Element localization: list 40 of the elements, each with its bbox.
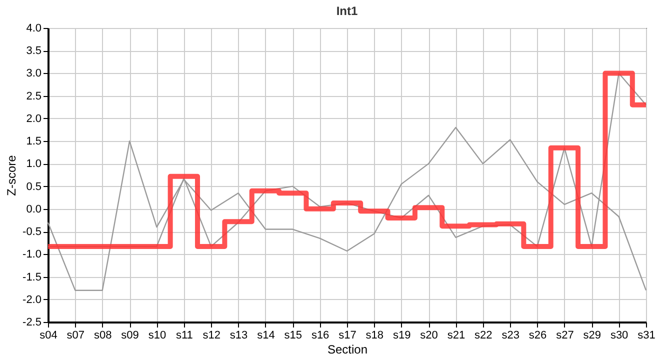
y-tick-label: -1.0 (22, 248, 42, 261)
x-tick-label: s20 (420, 330, 438, 342)
x-tick-label: s22 (474, 330, 492, 342)
y-tick-label: -1.5 (22, 271, 42, 284)
x-tick-label: s12 (202, 330, 220, 342)
x-tick-label: s11 (176, 330, 193, 342)
x-tick-label: s29 (583, 330, 602, 342)
y-tick-label: 1.5 (26, 136, 42, 148)
x-tick-label: s04 (40, 330, 58, 342)
x-axis-title: Section (327, 342, 368, 356)
y-tick-label: 0.5 (26, 180, 42, 193)
y-tick-label: 3.5 (26, 45, 42, 58)
x-tick-label: s09 (121, 330, 139, 342)
y-tick-label: 1.0 (26, 158, 42, 170)
chart-title: Int1 (336, 4, 358, 18)
x-tick-label: s13 (230, 330, 248, 342)
y-axis-title: Z-score (4, 154, 19, 196)
y-tick-label: -2.0 (22, 294, 42, 306)
y-tick-label: 4.0 (26, 22, 42, 34)
x-tick-label: s21 (447, 330, 466, 342)
x-tick-label: s08 (94, 330, 112, 342)
x-tick-label: s15 (284, 330, 302, 342)
x-tick-label: s14 (257, 330, 275, 342)
x-tick-label: s27 (556, 330, 574, 342)
x-tick-label: s31 (638, 330, 656, 342)
x-tick-label: s10 (148, 330, 166, 342)
x-tick-label: s18 (366, 330, 384, 342)
y-tick-label: 0.0 (26, 203, 42, 216)
x-tick-label: s07 (66, 330, 85, 342)
x-tick-label: s26 (528, 330, 547, 342)
x-tick-label: s17 (338, 330, 356, 342)
y-tick-label: 2.5 (26, 90, 42, 102)
x-tick-label: s23 (502, 330, 520, 342)
y-tick-label: 2.0 (26, 112, 42, 125)
x-tick-label: s19 (392, 330, 411, 342)
x-tick-label: s30 (610, 330, 628, 342)
y-tick-label: 3.0 (26, 68, 42, 80)
y-tick-label: -2.5 (22, 316, 42, 328)
x-tick-label: s16 (311, 330, 330, 342)
y-tick-label: -0.5 (22, 226, 42, 238)
